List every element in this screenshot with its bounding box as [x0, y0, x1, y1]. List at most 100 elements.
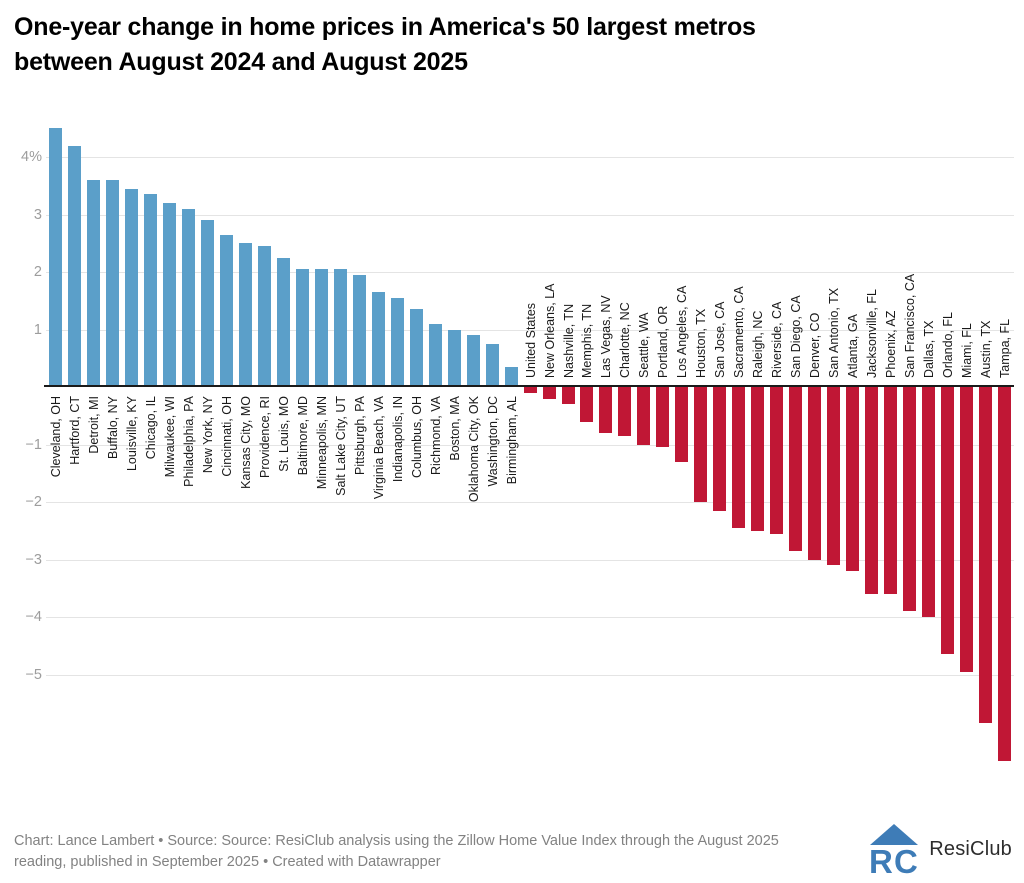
y-axis-tick-label: −3 [25, 552, 42, 568]
bar-category-label: Dallas, TX [922, 320, 937, 378]
bar [504, 366, 518, 387]
resiclub-logo-icon: R C [869, 824, 919, 874]
bar-category-label: Baltimore, MD [295, 396, 310, 476]
source-note-line2: reading, published in September 2025 • C… [14, 854, 441, 870]
bar-category-label: St. Louis, MO [276, 396, 291, 472]
bar [200, 220, 214, 388]
bar [314, 269, 328, 387]
bar-category-label: Louisville, KY [124, 396, 139, 472]
bar [49, 128, 62, 388]
bar-category-label: Providence, RI [257, 396, 272, 478]
bar [561, 387, 575, 405]
bar-category-label: Oklahoma City, OK [466, 396, 481, 503]
y-axis-tick-label: 2 [33, 264, 42, 280]
bar [827, 387, 841, 566]
resiclub-logo-text: ResiClub [929, 837, 1012, 860]
bar [219, 234, 233, 387]
bar [238, 243, 252, 388]
bar [542, 387, 556, 399]
bar [979, 387, 992, 724]
y-axis-tick-label: 1 [33, 322, 42, 338]
bar [257, 246, 271, 387]
bar [447, 329, 461, 387]
bar [295, 269, 309, 387]
bar [732, 387, 746, 528]
bar [618, 387, 632, 436]
gridline [46, 502, 1014, 503]
bar-category-label: Detroit, MI [87, 396, 101, 454]
bar [865, 387, 879, 594]
gridline [46, 560, 1014, 561]
chart-title-line2: between August 2024 and August 2025 [14, 48, 468, 76]
bar [580, 387, 594, 422]
bar-category-label: San Francisco, CA [903, 273, 918, 378]
bar-category-label: Atlanta, GA [846, 314, 861, 378]
zero-baseline [44, 385, 1014, 387]
source-note: Chart: Lance Lambert • Source: Source: R… [14, 831, 779, 873]
bar-category-label: United States [523, 302, 538, 378]
bar-category-label: Milwaukee, WI [162, 396, 177, 478]
bar-category-label: Phoenix, AZ [884, 310, 899, 378]
bar-category-label: Los Angeles, CA [675, 285, 690, 378]
bar [466, 335, 480, 388]
bar [922, 387, 936, 617]
bar-category-label: Denver, CO [808, 312, 823, 378]
gridline [46, 272, 1014, 273]
chart-title: One-year change in home prices in Americ… [14, 10, 974, 80]
bar [789, 387, 803, 551]
bar [656, 387, 670, 448]
bar-category-label: Indianapolis, IN [390, 396, 405, 483]
bar [143, 194, 157, 387]
bar-category-label: Jacksonville, FL [865, 289, 880, 378]
bar-category-label: Orlando, FL [941, 311, 956, 378]
bar-category-label: Chicago, IL [143, 396, 158, 460]
bar-category-label: New York, NY [200, 396, 215, 474]
bar [637, 387, 651, 445]
chart-title-line1: One-year change in home prices in Americ… [14, 13, 756, 41]
bar-category-label: Pittsburgh, PA [352, 396, 367, 475]
bar [409, 309, 423, 387]
bar [162, 203, 176, 387]
bar-category-label: San Jose, CA [713, 301, 728, 378]
bar [675, 387, 689, 462]
bar-category-label: New Orleans, LA [542, 283, 557, 378]
bar [903, 387, 917, 612]
bar-category-label: San Diego, CA [789, 295, 804, 378]
bar [960, 387, 973, 672]
bar [352, 274, 366, 387]
gridline [46, 215, 1014, 216]
bar-category-label: Buffalo, NY [105, 396, 120, 460]
bar-category-label: Tampa, FL [998, 318, 1012, 378]
bar-category-label: Cleveland, OH [49, 396, 63, 478]
bar [808, 387, 822, 560]
bar-category-label: Hartford, CT [68, 396, 82, 465]
bar [485, 343, 499, 387]
bar [428, 323, 442, 388]
bar-category-label: Philadelphia, PA [181, 396, 196, 487]
bar-category-label: Raleigh, NC [751, 310, 766, 378]
bar-category-label: Sacramento, CA [732, 286, 747, 378]
bar-category-label: Minneapolis, MN [314, 396, 329, 490]
gridline [46, 445, 1014, 446]
gridline [46, 617, 1014, 618]
bar [941, 387, 955, 655]
y-axis-tick-label: −1 [25, 437, 42, 453]
bar [124, 188, 138, 387]
svg-text:C: C [894, 843, 918, 874]
bar-category-label: Salt Lake City, UT [333, 396, 348, 496]
bar [276, 257, 290, 387]
bar [751, 387, 765, 531]
bar-category-label: Houston, TX [694, 308, 709, 378]
y-axis-tick-label: −5 [25, 667, 42, 683]
bar-category-label: Virginia Beach, VA [371, 396, 386, 500]
bar-category-label: Las Vegas, NV [599, 295, 614, 378]
bar-category-label: Seattle, WA [637, 312, 652, 378]
bar-category-label: San Antonio, TX [827, 287, 842, 378]
bar [333, 269, 347, 387]
bar [998, 387, 1011, 761]
svg-text:R: R [869, 843, 893, 874]
y-axis-tick-label: −4 [25, 609, 42, 625]
bar-category-label: Memphis, TN [580, 303, 595, 378]
bar-category-label: Columbus, OH [409, 396, 424, 478]
